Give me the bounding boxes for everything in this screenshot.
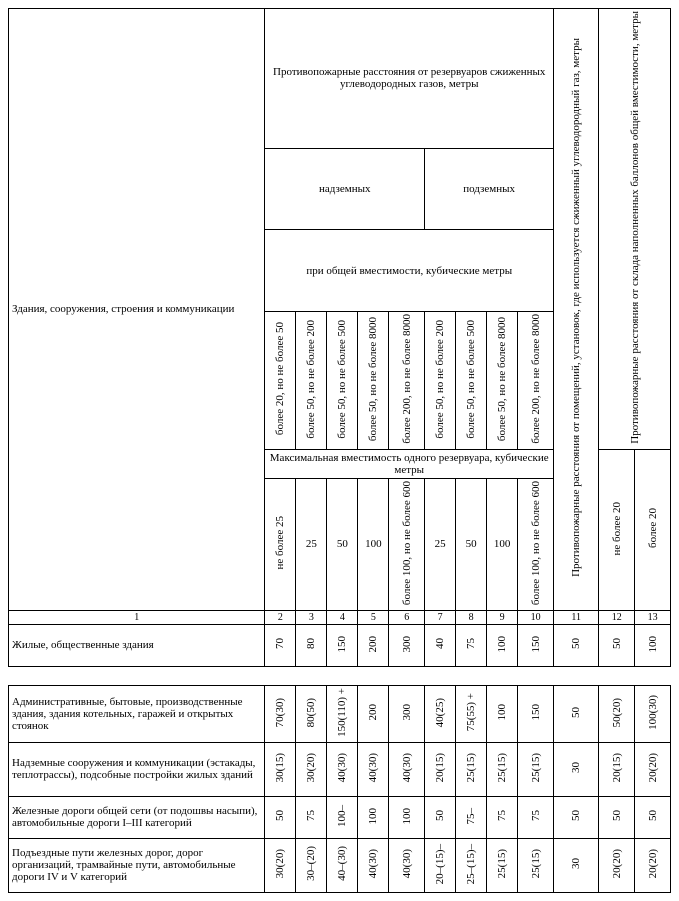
maxcap-c12: не более 20 xyxy=(599,449,635,610)
table-row: Административные, бытовые, производствен… xyxy=(9,685,671,742)
hdr-main: Противопожарные расстояния от резервуаро… xyxy=(265,9,554,149)
table-row: Надземные сооружения и коммуникации (эст… xyxy=(9,742,671,796)
maxcap-c10: более 100, но не более 600 xyxy=(518,478,554,610)
hdr-capacity-line: при общей вместимости, кубические метры xyxy=(265,230,554,312)
maxcap-c13: более 20 xyxy=(635,449,671,610)
cap-c5: более 50, но не более 8000 xyxy=(358,312,389,450)
table-gap xyxy=(9,666,671,685)
row-label: Жилые, общественные здания xyxy=(9,624,265,666)
maxcap-c3: 25 xyxy=(296,478,327,610)
hdr-col12-13: Противопожарные расстояния от склада нап… xyxy=(599,9,671,450)
maxcap-c6: более 100, но не более 600 xyxy=(389,478,425,610)
cap-c7: более 50, но не более 200 xyxy=(425,312,456,450)
maxcap-c9: 100 xyxy=(487,478,518,610)
table-row: Железные дороги общей сети (от подошвы н… xyxy=(9,796,671,838)
cap-c3: более 50, но не более 200 xyxy=(296,312,327,450)
cap-c9: более 50, но не более 8000 xyxy=(487,312,518,450)
row-label: Надземные сооружения и коммуникации (эст… xyxy=(9,742,265,796)
column-number-row: 1 23456 78910 111213 xyxy=(9,610,671,624)
table-row: Подъездные пути железных дорог, дорог ор… xyxy=(9,838,671,892)
row-label: Железные дороги общей сети (от подошвы н… xyxy=(9,796,265,838)
row-label: Подъездные пути железных дорог, дорог ор… xyxy=(9,838,265,892)
hdr-underground: подземных xyxy=(425,148,554,230)
cap-c4: более 50, но не более 500 xyxy=(327,312,358,450)
row-label: Административные, бытовые, производствен… xyxy=(9,685,265,742)
maxcap-c2: не более 25 xyxy=(265,478,296,610)
hdr-max-line: Максимальная вместимость одного резервуа… xyxy=(265,449,554,478)
maxcap-c7: 25 xyxy=(425,478,456,610)
row-header-label: Здания, сооружения, строения и коммуника… xyxy=(9,9,265,611)
hdr-col11: Противопожарные расстояния от помещений,… xyxy=(554,9,599,611)
maxcap-c8: 50 xyxy=(456,478,487,610)
table-row: Жилые, общественные здания 70 80 150 200… xyxy=(9,624,671,666)
cap-c2: более 20, но не более 50 xyxy=(265,312,296,450)
fire-distance-table: Здания, сооружения, строения и коммуника… xyxy=(8,8,671,893)
maxcap-c4: 50 xyxy=(327,478,358,610)
cap-c6: более 200, но не более 8000 xyxy=(389,312,425,450)
maxcap-c5: 100 xyxy=(358,478,389,610)
hdr-surface: надземных xyxy=(265,148,425,230)
cap-c10: более 200, но не более 8000 xyxy=(518,312,554,450)
cap-c8: более 50, но не более 500 xyxy=(456,312,487,450)
